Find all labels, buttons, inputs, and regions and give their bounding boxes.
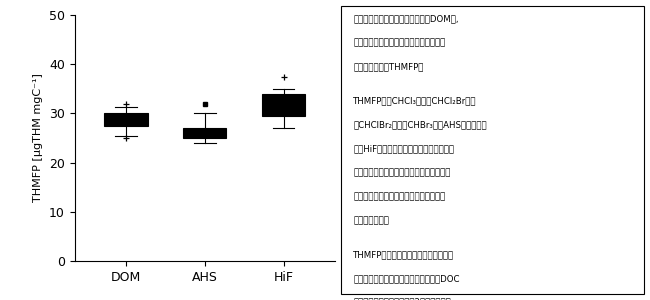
Text: として）はフミン物質の約2倍。従って，: として）はフミン物質の約2倍。従って， bbox=[354, 298, 451, 300]
Text: 霉ヶ浦浄水場取水地点に近いサンプリン: 霉ヶ浦浄水場取水地点に近いサンプリン bbox=[354, 192, 446, 201]
Text: 物質＋親水性中性物質）。湖水サンプルは: 物質＋親水性中性物質）。湖水サンプルは bbox=[354, 168, 450, 177]
Text: る。霉ヶ浦湖水中の親水性画分濃度（DOC: る。霉ヶ浦湖水中の親水性画分濃度（DOC bbox=[354, 274, 460, 283]
Text: グ地点で採取。: グ地点で採取。 bbox=[354, 216, 389, 225]
Text: THMFP＝［CHCl₃］＋［CHCl₂Br］＋: THMFP＝［CHCl₃］＋［CHCl₂Br］＋ bbox=[354, 96, 477, 105]
Text: 質，HiF：親水性画分（＝親水性酸＋塩基: 質，HiF：親水性画分（＝親水性酸＋塩基 bbox=[354, 144, 454, 153]
PathPatch shape bbox=[104, 113, 148, 126]
Text: フミン物質および親水性画分のトリハロ: フミン物質および親水性画分のトリハロ bbox=[354, 38, 446, 47]
PathPatch shape bbox=[183, 128, 226, 138]
Text: メタン生成能（THMFP）: メタン生成能（THMFP） bbox=[354, 62, 424, 71]
PathPatch shape bbox=[262, 94, 305, 116]
Text: ［CHClBr₂］＋［CHBr₃］。AHS：フミン物: ［CHClBr₂］＋［CHBr₃］。AHS：フミン物 bbox=[354, 120, 487, 129]
Text: 図６　霉ヶ浦湖水の溶存有機物（DOM）,: 図６ 霉ヶ浦湖水の溶存有機物（DOM）, bbox=[354, 15, 459, 24]
Text: THMFPは単位有機炭素当たりの値であ: THMFPは単位有機炭素当たりの値であ bbox=[354, 250, 454, 259]
Y-axis label: THMFP [μgTHM mgC⁻¹]: THMFP [μgTHM mgC⁻¹] bbox=[33, 74, 44, 203]
